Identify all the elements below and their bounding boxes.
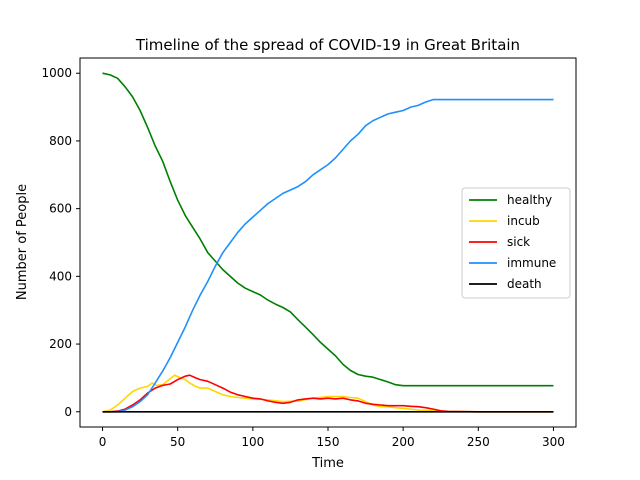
y-tick-label: 600 — [49, 202, 72, 216]
x-tick-label: 0 — [99, 435, 107, 449]
x-axis-label: Time — [311, 456, 344, 471]
x-tick-label: 250 — [467, 435, 490, 449]
series-line-incub — [102, 374, 554, 413]
x-tick-label: 50 — [170, 435, 185, 449]
legend-label-sick: sick — [507, 235, 530, 249]
chart-title: Timeline of the spread of COVID-19 in Gr… — [135, 36, 520, 54]
x-tick-label: 150 — [317, 435, 340, 449]
y-axis-ticks: 0 200 400 600 800 1000 — [41, 66, 80, 419]
y-tick-label: 800 — [49, 134, 72, 148]
legend-label-incub: incub — [507, 214, 540, 228]
y-tick-label: 400 — [49, 269, 72, 283]
series-line-immune — [102, 98, 554, 413]
legend-box — [461, 187, 571, 299]
series-layer — [102, 72, 554, 413]
plot-area: 0 50 100 150 200 250 300 0 200 400 600 800 1000 — [41, 57, 577, 449]
series-line-sick — [102, 374, 554, 413]
legend: healthy incub sick immune death — [461, 187, 571, 299]
y-tick-label: 1000 — [41, 66, 72, 80]
y-tick-label: 0 — [64, 405, 72, 419]
x-tick-label: 100 — [241, 435, 264, 449]
legend-label-immune: immune — [507, 256, 556, 270]
legend-label-healthy: healthy — [507, 193, 552, 207]
x-tick-label: 300 — [542, 435, 565, 449]
x-tick-label: 200 — [392, 435, 415, 449]
y-tick-label: 200 — [49, 337, 72, 351]
x-axis-ticks: 0 50 100 150 200 250 300 — [99, 427, 565, 449]
legend-label-death: death — [507, 277, 542, 291]
series-line-healthy — [102, 72, 554, 387]
y-axis-label: Number of People — [15, 184, 30, 300]
